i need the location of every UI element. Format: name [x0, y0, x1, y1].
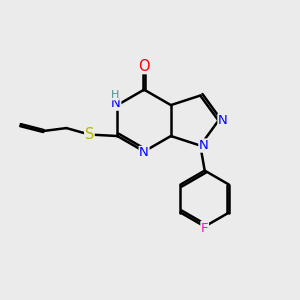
Text: H: H — [111, 90, 119, 100]
Text: S: S — [85, 127, 94, 142]
Text: N: N — [111, 97, 121, 110]
Text: O: O — [138, 58, 150, 74]
Text: N: N — [218, 114, 228, 127]
Text: N: N — [139, 146, 149, 159]
Text: N: N — [199, 139, 209, 152]
Text: F: F — [201, 221, 208, 235]
